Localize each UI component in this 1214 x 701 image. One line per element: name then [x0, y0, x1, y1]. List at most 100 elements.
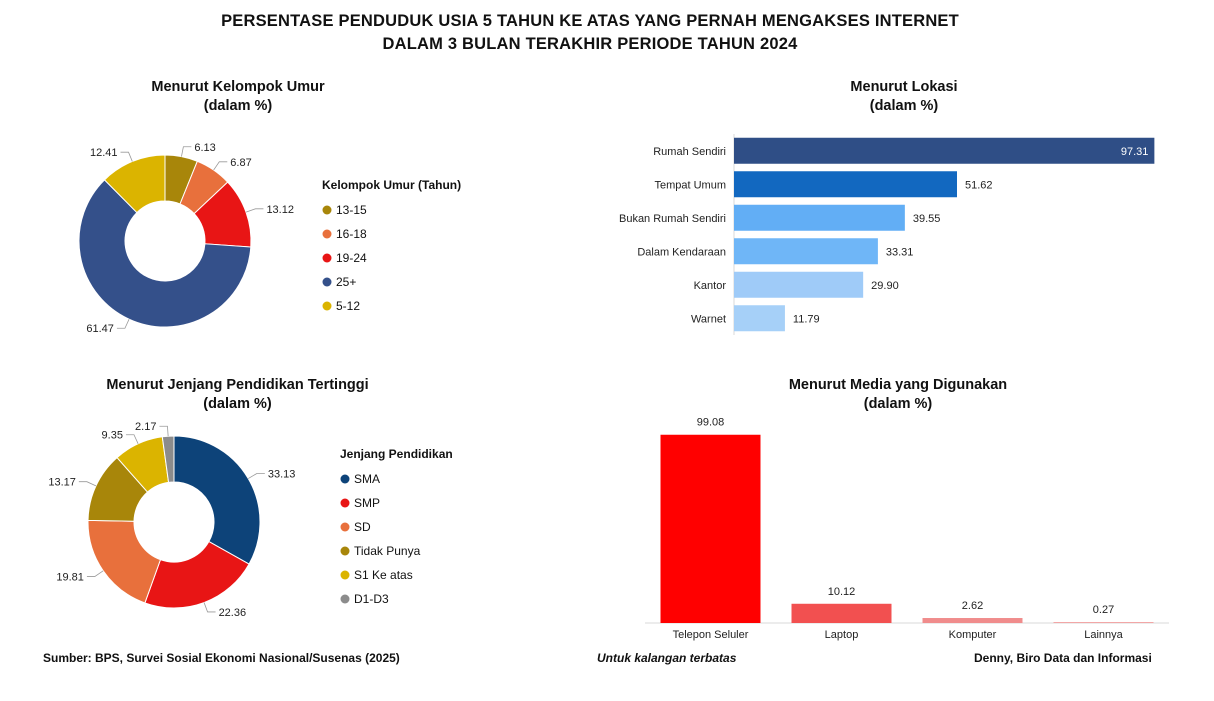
lokasi-chart-title: Menurut Lokasi (dalam %) [754, 78, 1054, 116]
bar-lainnya [1053, 622, 1154, 623]
legend-marker [340, 546, 350, 556]
slice-value-label: 22.36 [219, 607, 247, 619]
bar-value-label: 97.31 [1121, 146, 1149, 158]
leader-line [125, 434, 139, 445]
legend-item-d1-d3: D1-D3 [354, 592, 389, 606]
bar-value-label: 10.12 [828, 586, 856, 598]
legend-marker [322, 205, 332, 215]
donut-slice-25- [78, 179, 252, 328]
leader-line [203, 602, 216, 613]
restricted-note: Untuk kalangan terbatas [597, 651, 737, 665]
legend-marker [340, 474, 350, 484]
umur-subtitle: (dalam %) [203, 98, 273, 114]
bar-value-label: 0.27 [1093, 604, 1114, 616]
donut-slice-sma [173, 435, 261, 565]
media-title: Menurut Media yang Digunakan [788, 377, 1008, 393]
category-label: Rumah Sendiri [653, 146, 726, 158]
bar-value-label: 2.62 [962, 600, 983, 612]
leader-line [78, 481, 97, 487]
bar-warnet [734, 305, 785, 332]
bar-dalam-kendaraan [734, 238, 878, 265]
legend-item-5-12: 5-12 [336, 299, 360, 313]
slice-value-label: 2.17 [135, 421, 156, 433]
bar-value-label: 39.55 [913, 213, 941, 225]
legend-item-25-: 25+ [336, 275, 356, 289]
bar-value-label: 51.62 [965, 179, 993, 191]
bar-tempat-umum [734, 171, 957, 198]
bar-bukan-rumah-sendiri [734, 204, 905, 231]
leader-line [116, 318, 130, 329]
media-bar-chart: 99.08 Telepon Seluler 10.12 Laptop 2.62 Kompu… [645, 417, 1169, 641]
legend-item-s1-ke-atas: S1 Ke atas [354, 568, 413, 582]
lokasi-title: Menurut Lokasi [850, 79, 958, 95]
slice-value-label: 6.87 [230, 157, 251, 169]
legend-item-13-15: 13-15 [336, 203, 367, 217]
legend-item-sma: SMA [354, 472, 380, 486]
pendidikan-subtitle: (dalam %) [203, 396, 272, 412]
donut-slice-smp [144, 540, 250, 609]
author-note: Denny, Biro Data dan Informasi [974, 651, 1152, 665]
legend-title: Jenjang Pendidikan [340, 447, 453, 461]
media-subtitle: (dalam %) [863, 396, 933, 412]
bar-telepon-seluler [660, 434, 761, 623]
legend-title: Kelompok Umur (Tahun) [322, 178, 461, 192]
slice-value-label: 9.35 [102, 430, 123, 442]
main-title-line1: PERSENTASE PENDUDUK USIA 5 TAHUN KE ATAS… [221, 12, 959, 30]
legend-marker [340, 498, 350, 508]
leader-line [181, 146, 192, 157]
legend-item-tidak-punya: Tidak Punya [354, 544, 421, 558]
main-title: PERSENTASE PENDUDUK USIA 5 TAHUN KE ATAS… [0, 10, 1180, 56]
leader-line [245, 208, 264, 213]
bar-rumah-sendiri [734, 137, 1155, 164]
source-note: Sumber: BPS, Survei Sosial Ekonomi Nasio… [43, 651, 400, 665]
pendidikan-chart-title: Menurut Jenjang Pendidikan Tertinggi (da… [60, 376, 415, 414]
category-label: Tempat Umum [654, 179, 726, 191]
lokasi-bar-chart: Rumah Sendiri 97.31 Tempat Umum 51.62 Bukan … [619, 134, 1155, 335]
umur-title: Menurut Kelompok Umur [151, 79, 325, 95]
media-chart-title: Menurut Media yang Digunakan (dalam %) [748, 376, 1048, 414]
slice-value-label: 6.13 [194, 142, 215, 154]
legend-item-19-24: 19-24 [336, 251, 367, 265]
donut-slice-d1-d3 [161, 435, 175, 483]
category-label: Lainnya [1084, 629, 1123, 641]
category-label: Telepon Seluler [673, 629, 749, 641]
slice-value-label: 19.81 [56, 571, 84, 583]
slice-value-label: 13.12 [266, 204, 294, 216]
leader-line [86, 570, 104, 577]
leader-line [159, 425, 169, 437]
category-label: Dalam Kendaraan [637, 246, 726, 258]
bar-komputer [922, 618, 1023, 623]
legend-marker [322, 277, 332, 287]
leader-line [248, 473, 265, 479]
bar-value-label: 29.90 [871, 280, 899, 292]
legend-item-16-18: 16-18 [336, 227, 367, 241]
bar-value-label: 99.08 [697, 417, 725, 429]
slice-value-label: 61.47 [86, 323, 114, 335]
donut-slice-sd [87, 519, 162, 604]
donut-slice-5-12 [103, 154, 166, 214]
legend-marker [322, 301, 332, 311]
legend-item-sd: SD [354, 520, 371, 534]
slice-value-label: 12.41 [90, 147, 118, 159]
category-label: Komputer [949, 629, 997, 641]
slice-value-label: 13.17 [48, 477, 76, 489]
umur-chart-title: Menurut Kelompok Umur (dalam %) [88, 78, 388, 116]
bar-value-label: 33.31 [886, 246, 914, 258]
legend-marker [322, 229, 332, 239]
category-label: Warnet [691, 313, 726, 325]
category-label: Bukan Rumah Sendiri [619, 213, 726, 225]
bar-kantor [734, 271, 864, 298]
leader-line [120, 151, 133, 162]
leader-line [213, 161, 228, 171]
lokasi-subtitle: (dalam %) [869, 98, 939, 114]
slice-value-label: 33.13 [268, 468, 296, 480]
legend-marker [340, 522, 350, 532]
bar-laptop [791, 603, 892, 623]
pendidikan-title: Menurut Jenjang Pendidikan Tertinggi [106, 377, 369, 393]
pendidikan-donut-chart: 33.13 22.36 19.81 13.17 9.35 2.17 Jenjang Pend… [48, 421, 453, 619]
legend-marker [340, 594, 350, 604]
main-title-line2: DALAM 3 BULAN TERAKHIR PERIODE TAHUN 202… [382, 35, 798, 53]
category-label: Laptop [825, 629, 859, 641]
legend-marker [322, 253, 332, 263]
legend-marker [340, 570, 350, 580]
